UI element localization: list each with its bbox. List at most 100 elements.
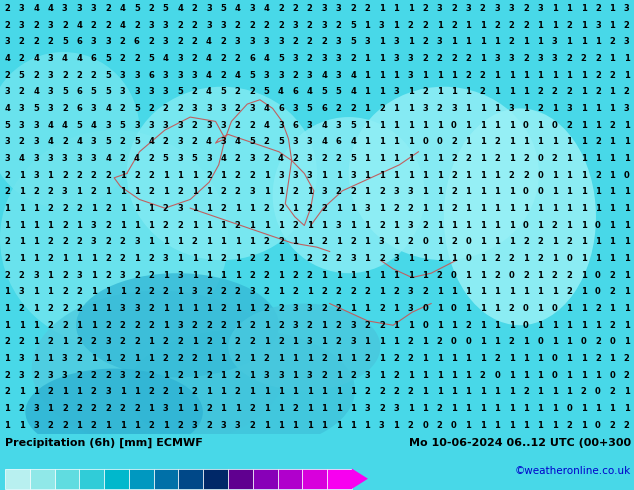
Text: 3: 3 (552, 37, 558, 46)
Text: 3: 3 (33, 171, 39, 180)
Text: 1: 1 (365, 87, 370, 96)
Text: 3: 3 (19, 4, 25, 13)
Text: 3: 3 (321, 21, 327, 29)
Text: 1: 1 (379, 354, 385, 363)
Text: 1: 1 (408, 37, 413, 46)
Bar (253, 468, 278, 489)
Text: 2: 2 (105, 371, 111, 380)
Text: 1: 1 (206, 270, 212, 280)
Ellipse shape (25, 368, 203, 455)
Text: 2: 2 (552, 220, 558, 230)
Text: 0: 0 (523, 304, 529, 313)
Text: 1: 1 (235, 204, 241, 213)
Text: 2: 2 (264, 304, 269, 313)
Text: 3: 3 (148, 121, 154, 129)
Text: 1: 1 (538, 304, 543, 313)
Text: 1: 1 (365, 237, 370, 246)
Text: 1: 1 (393, 21, 399, 29)
Text: 4: 4 (76, 54, 82, 63)
Text: 1: 1 (191, 254, 197, 263)
Text: 2: 2 (335, 304, 342, 313)
Text: 3: 3 (120, 270, 126, 280)
Text: 2: 2 (365, 388, 370, 396)
Text: 0: 0 (422, 304, 428, 313)
Text: 2: 2 (177, 220, 183, 230)
Text: 1: 1 (581, 421, 586, 430)
Text: 2: 2 (148, 388, 154, 396)
Text: 1: 1 (508, 287, 514, 296)
Text: 1: 1 (206, 388, 212, 396)
Text: 5: 5 (335, 87, 342, 96)
Text: 1: 1 (566, 204, 572, 213)
Text: 2: 2 (206, 421, 212, 430)
Text: 1: 1 (393, 421, 399, 430)
Text: 2: 2 (18, 404, 25, 413)
Text: 0: 0 (609, 371, 615, 380)
Text: 2: 2 (91, 21, 96, 29)
Text: 0: 0 (566, 404, 572, 413)
Text: 2: 2 (307, 204, 313, 213)
Text: 2: 2 (235, 338, 241, 346)
Text: 1: 1 (33, 338, 39, 346)
Text: 2: 2 (134, 54, 140, 63)
Text: 2: 2 (566, 287, 572, 296)
Text: 1: 1 (437, 304, 443, 313)
Text: 2: 2 (523, 237, 529, 246)
Text: 1: 1 (437, 237, 443, 246)
Text: 1: 1 (221, 371, 226, 380)
Text: 1: 1 (437, 171, 443, 180)
Text: 1: 1 (350, 421, 356, 430)
Text: 3: 3 (393, 254, 399, 263)
Text: 2: 2 (350, 237, 356, 246)
Text: 2: 2 (249, 270, 255, 280)
Text: 3: 3 (76, 4, 82, 13)
Text: 2: 2 (163, 204, 169, 213)
Text: 3: 3 (91, 37, 96, 46)
Text: 2: 2 (33, 371, 39, 380)
Text: 2: 2 (278, 4, 284, 13)
Text: 1: 1 (480, 321, 486, 330)
Text: 2: 2 (609, 287, 616, 296)
Text: 3: 3 (235, 421, 241, 430)
Text: 2: 2 (566, 421, 572, 430)
Text: 1: 1 (595, 254, 601, 263)
Text: 3: 3 (292, 171, 298, 180)
Text: 2: 2 (379, 254, 385, 263)
Text: 1: 1 (595, 321, 601, 330)
Text: 3: 3 (120, 87, 126, 96)
Text: 0: 0 (595, 388, 601, 396)
Text: 2: 2 (264, 270, 269, 280)
Text: 1: 1 (379, 37, 385, 46)
Text: 1: 1 (538, 121, 543, 129)
Text: 1: 1 (465, 220, 471, 230)
Text: 3: 3 (307, 371, 313, 380)
Text: 6: 6 (76, 87, 82, 96)
Text: 1: 1 (393, 171, 399, 180)
Text: 3: 3 (163, 71, 169, 79)
Text: 2: 2 (451, 237, 457, 246)
Text: 1: 1 (148, 404, 154, 413)
Text: 3: 3 (62, 4, 68, 13)
Text: 3: 3 (134, 87, 139, 96)
Text: 2: 2 (91, 404, 96, 413)
Text: 2: 2 (105, 237, 111, 246)
Text: 3: 3 (191, 287, 197, 296)
Text: 3: 3 (148, 87, 154, 96)
Text: 1: 1 (538, 371, 543, 380)
Text: 2: 2 (609, 421, 616, 430)
Text: 1: 1 (480, 254, 486, 263)
Text: 4: 4 (76, 137, 82, 147)
Text: 2: 2 (62, 71, 68, 79)
Text: 1: 1 (278, 287, 284, 296)
Text: 2: 2 (91, 338, 96, 346)
Text: 2: 2 (33, 37, 39, 46)
Ellipse shape (32, 291, 285, 447)
Text: 2: 2 (292, 187, 299, 196)
Text: 1: 1 (278, 220, 284, 230)
Text: 3: 3 (336, 71, 342, 79)
Text: 2: 2 (465, 321, 471, 330)
Text: 3: 3 (178, 137, 183, 147)
Text: 2: 2 (508, 254, 514, 263)
Text: 1: 1 (206, 254, 212, 263)
Text: 1: 1 (494, 237, 500, 246)
